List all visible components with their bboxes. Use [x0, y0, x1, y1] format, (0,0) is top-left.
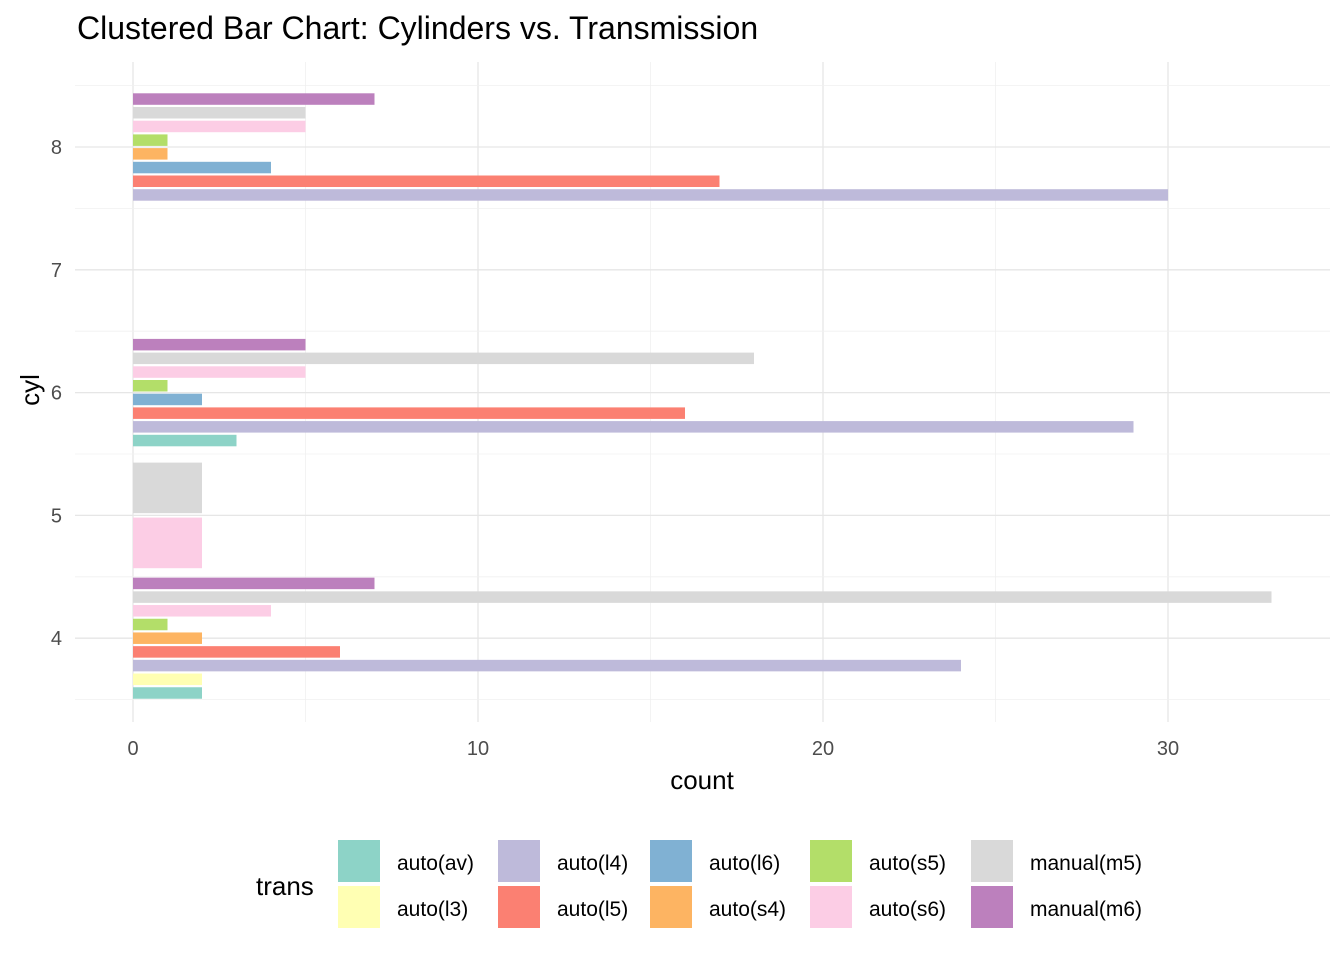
- bar-cyl6-auto-l4: [133, 421, 1134, 433]
- bar-cyl6-auto-s6: [133, 366, 306, 378]
- legend-label: auto(l5): [557, 898, 628, 921]
- bar-cyl6-auto-s5: [133, 380, 168, 392]
- bar-cyl4-auto-av: [133, 687, 202, 699]
- bar-cyl6-auto-l5: [133, 407, 685, 419]
- bar-cyl8-manual-m5: [133, 107, 306, 119]
- bar-cyl8-auto-l6: [133, 161, 271, 174]
- bar-cyl8-manual-m6: [133, 93, 375, 105]
- bar-cyl4-manual-m6: [133, 577, 375, 590]
- bars: [133, 93, 1272, 699]
- y-tick-label: 6: [51, 383, 62, 405]
- legend-key: [971, 840, 1013, 882]
- legend-key: [338, 886, 380, 928]
- legend-key: [338, 840, 380, 882]
- bar-cyl8-auto-l5: [133, 175, 720, 187]
- legend-label: auto(l3): [397, 898, 468, 921]
- legend-title: trans: [256, 871, 314, 901]
- y-tick-labels: 4 5 6 7 8: [51, 137, 62, 650]
- bar-cyl8-auto-l4: [133, 189, 1168, 201]
- legend-key: [650, 840, 692, 882]
- y-tick-label: 5: [51, 505, 62, 527]
- bar-cyl6-auto-av: [133, 434, 237, 447]
- legend-label: auto(l4): [557, 852, 628, 875]
- legend: trans auto(av) auto(l3) auto(l4) auto(l5) aut…: [256, 840, 1142, 928]
- bar-cyl4-auto-s6: [133, 605, 271, 617]
- y-tick-label: 8: [51, 137, 62, 159]
- x-tick-label: 20: [812, 738, 834, 760]
- legend-key: [971, 886, 1013, 928]
- y-tick-label: 7: [51, 260, 62, 282]
- bar-cyl8-auto-s6: [133, 120, 306, 133]
- legend-label: auto(s6): [869, 898, 946, 921]
- legend-key: [810, 840, 852, 882]
- bar-cyl4-auto-s4: [133, 632, 202, 644]
- bar-cyl4-auto-l5: [133, 646, 340, 658]
- bar-cyl4-manual-m5: [133, 591, 1272, 603]
- bar-cyl6-auto-l6: [133, 393, 202, 406]
- x-tick-label: 30: [1157, 738, 1179, 760]
- bar-cyl4-auto-s5: [133, 618, 168, 631]
- legend-label: auto(s4): [709, 898, 786, 921]
- legend-key: [498, 840, 540, 882]
- x-axis-title: count: [670, 765, 734, 795]
- x-tick-labels: 0 10 20 30: [127, 738, 1179, 760]
- bar-cyl5-manual-m5: [133, 462, 202, 514]
- bar-cyl8-auto-s4: [133, 148, 168, 160]
- bar-cyl4-auto-l4: [133, 659, 961, 672]
- bar-cyl6-manual-m6: [133, 338, 306, 351]
- legend-key: [650, 886, 692, 928]
- legend-label: auto(s5): [869, 852, 946, 875]
- legend-label: auto(av): [397, 852, 474, 875]
- legend-label: manual(m6): [1030, 898, 1142, 921]
- y-axis-title: cyl: [15, 374, 45, 406]
- chart-title: Clustered Bar Chart: Cylinders vs. Trans…: [77, 10, 759, 46]
- bar-cyl8-auto-s5: [133, 134, 168, 146]
- y-tick-label: 4: [51, 628, 62, 650]
- legend-label: auto(l6): [709, 852, 780, 875]
- x-tick-label: 0: [127, 738, 138, 760]
- legend-key: [810, 886, 852, 928]
- bar-cyl4-auto-l3: [133, 673, 202, 686]
- bar-cyl6-manual-m5: [133, 352, 754, 365]
- legend-label: manual(m5): [1030, 852, 1142, 875]
- grid-lines: [75, 62, 1330, 722]
- legend-key: [498, 886, 540, 928]
- x-tick-label: 10: [467, 738, 489, 760]
- bar-cyl5-auto-s6: [133, 517, 202, 569]
